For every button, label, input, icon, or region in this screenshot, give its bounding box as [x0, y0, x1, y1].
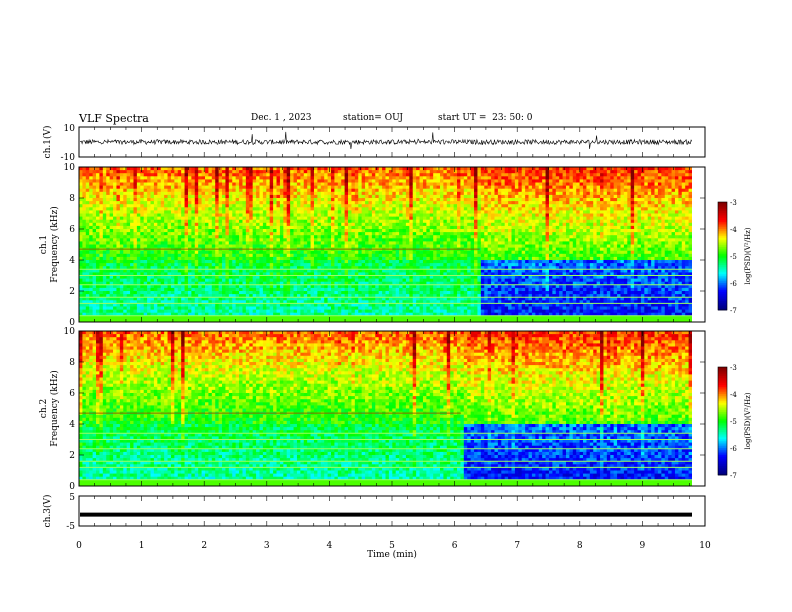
ch2-spectrogram-ytick: 0 — [69, 482, 75, 492]
ch1-spectrogram-nodata — [692, 167, 705, 322]
ch1-ytick: -10 — [61, 153, 76, 163]
ch1-colorbar-frame — [717, 201, 728, 311]
ch2-spectrogram-ylabel-frequency: Frequency (kHz) — [49, 370, 60, 447]
figure-title: VLF Spectra — [79, 112, 149, 125]
time-tick-label: 3 — [264, 541, 270, 551]
ch1-spectrogram-ytick: 6 — [69, 225, 75, 235]
ch2-colorbar-tick: -6 — [730, 445, 737, 453]
ch1-spectrogram-ytick: 8 — [69, 194, 75, 204]
ch2-colorbar-tick: -3 — [730, 364, 737, 372]
time-tick-label: 10 — [699, 541, 711, 551]
ch2-colorbar-tick: -5 — [730, 418, 737, 426]
station-label: station= OUJ — [343, 113, 404, 123]
ch2-spectrogram-panel: 0 2 4 6 8 10 ch.2 Frequency (kHz) — [39, 327, 706, 492]
ch1-colorbar-label: log(PSD)(V²/Hz) — [744, 227, 752, 284]
time-tick-label: 6 — [452, 541, 458, 551]
ch2-colorbar-tick: -4 — [730, 391, 737, 399]
ch3-waveform-panel: 5 -5 ch.3(V) — [42, 493, 706, 532]
ch1-waveform-ylabel: ch.1(V) — [42, 126, 53, 159]
time-tick-label: 4 — [327, 541, 333, 551]
ch2-spectrogram-ytick: 2 — [69, 451, 75, 461]
ch1-spectrogram-ylabel-frequency: Frequency (kHz) — [49, 206, 60, 283]
ch2-colorbar: -3 -4 -5 -6 -7 log(PSD)(V²/Hz) — [717, 364, 752, 480]
time-tick-label: 2 — [201, 541, 207, 551]
ch1-spectrogram-ytick: 4 — [69, 256, 75, 266]
time-axis: 0 1 2 3 4 5 6 7 8 9 10 Time (min) — [76, 541, 711, 560]
ch1-colorbar-tick: -4 — [730, 226, 737, 234]
ch3-waveform-ylabel: ch.3(V) — [42, 495, 53, 528]
date-label: Dec. 1 , 2023 — [251, 113, 312, 123]
ch1-spectrogram-ytick: 0 — [69, 318, 75, 328]
ch2-spectrogram-ytick: 6 — [69, 389, 75, 399]
ch2-colorbar-tick: -7 — [730, 472, 737, 480]
ch1-spectrogram-ytick: 2 — [69, 287, 75, 297]
time-tick-label: 0 — [76, 541, 82, 551]
ch2-spectrogram-ytick: 8 — [69, 358, 75, 368]
ch3-ytick: -5 — [66, 522, 75, 532]
ch1-waveform-panel: 10 -10 ch.1(V) — [42, 124, 706, 163]
ch2-spectrogram-ylabel-channel: ch.2 — [39, 399, 49, 418]
ch1-colorbar-tick: -6 — [730, 280, 737, 288]
start-ut-label: start UT = 23: 50: 0 — [438, 113, 533, 123]
time-axis-label: Time (min) — [367, 549, 417, 560]
ch1-colorbar-tick: -3 — [730, 199, 737, 207]
ch1-waveform-trace — [79, 131, 693, 150]
time-tick-label: 8 — [577, 541, 583, 551]
time-tick-label: 1 — [139, 541, 145, 551]
ch1-colorbar-tick: -7 — [730, 307, 737, 315]
ch1-colorbar: -3 -4 -5 -6 -7 log(PSD)(V²/Hz) — [717, 199, 752, 315]
ch3-ytick: 5 — [69, 493, 75, 503]
ch1-spectrogram-ytick: 10 — [64, 163, 76, 173]
ch1-colorbar-tick: -5 — [730, 253, 737, 261]
ch2-spectrogram-nodata — [692, 331, 705, 486]
ch1-spectrogram-panel: 0 2 4 6 8 10 ch.1 Frequency (kHz) — [39, 163, 706, 328]
time-tick-label: 9 — [640, 541, 646, 551]
ch2-spectrogram-ytick: 10 — [64, 327, 76, 337]
ch1-ytick: 10 — [64, 124, 76, 134]
ch1-spectrogram-ylabel-channel: ch.1 — [39, 235, 49, 254]
ch2-colorbar-label: log(PSD)(V²/Hz) — [744, 392, 752, 449]
time-tick-label: 7 — [514, 541, 520, 551]
ch2-colorbar-frame — [717, 366, 728, 476]
time-tick-label: 5 — [389, 541, 395, 551]
ch2-spectrogram-ytick: 4 — [69, 420, 75, 430]
